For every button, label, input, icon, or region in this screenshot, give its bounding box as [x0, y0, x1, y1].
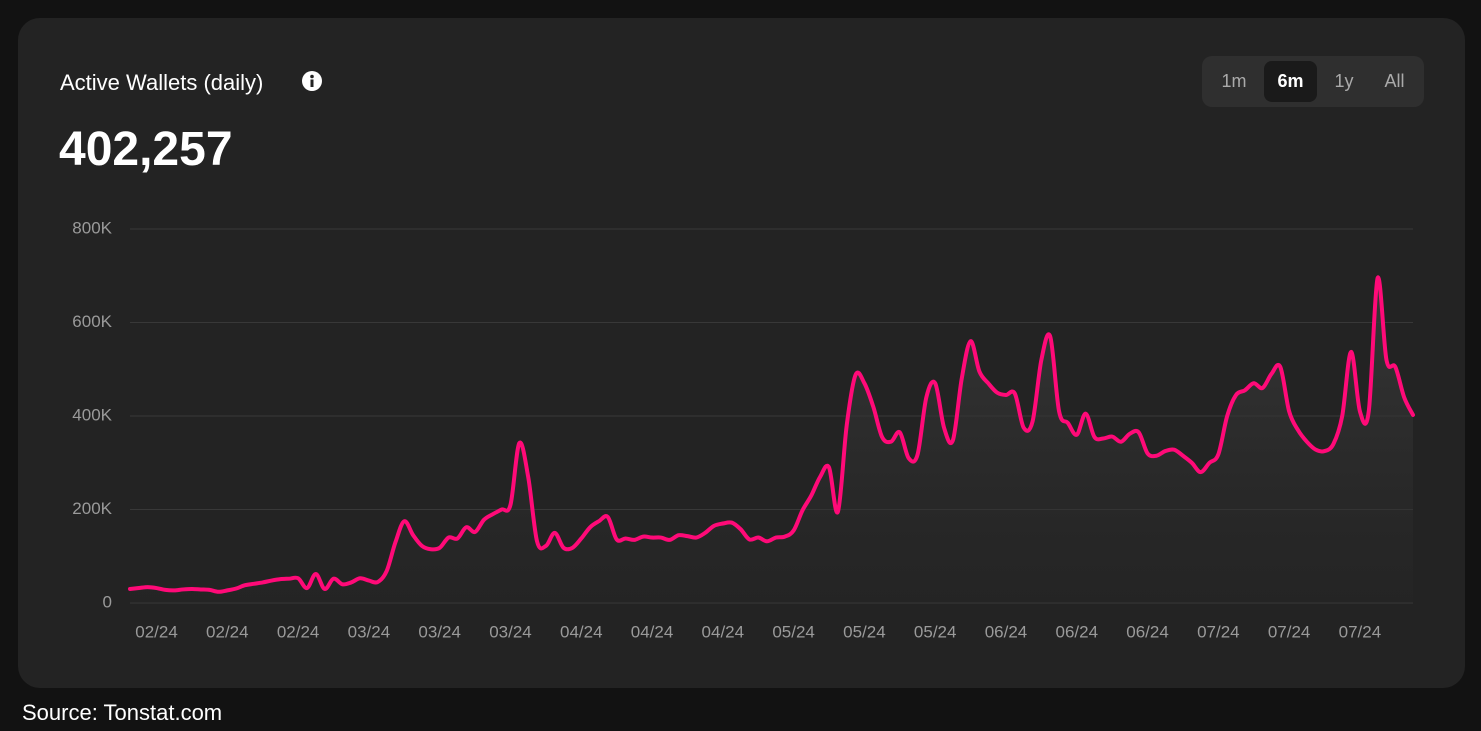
x-tick-label: 06/24 — [1126, 622, 1169, 641]
x-tick-label: 03/24 — [489, 622, 532, 641]
x-tick-label: 07/24 — [1268, 622, 1311, 641]
range-selector: 1m 6m 1y All — [1202, 56, 1424, 107]
y-tick-label: 0 — [103, 592, 112, 611]
range-button[interactable]: 6m — [1264, 61, 1317, 102]
x-tick-label: 05/24 — [843, 622, 886, 641]
area-fill — [130, 277, 1413, 603]
x-tick-label: 03/24 — [348, 622, 391, 641]
info-icon[interactable] — [302, 71, 322, 91]
x-tick-label: 02/24 — [135, 622, 178, 641]
y-tick-label: 400K — [72, 405, 112, 424]
x-tick-label: 07/24 — [1197, 622, 1240, 641]
y-tick-label: 600K — [72, 312, 112, 331]
x-tick-label: 04/24 — [702, 622, 745, 641]
range-button[interactable]: 1m — [1221, 71, 1247, 91]
source-note: Source: Tonstat.com — [22, 700, 223, 725]
x-tick-label: 04/24 — [560, 622, 603, 641]
x-tick-label: 02/24 — [277, 622, 320, 641]
line — [128, 275, 1415, 594]
x-tick-label: 06/24 — [985, 622, 1028, 641]
current-value: 402,257 — [59, 123, 233, 176]
range-button[interactable]: All — [1384, 71, 1405, 91]
y-tick-label: 800K — [72, 218, 112, 237]
x-tick-label: 03/24 — [418, 622, 461, 641]
card-title: Active Wallets (daily) — [60, 70, 264, 95]
x-tick-label: 07/24 — [1339, 622, 1382, 641]
x-tick-label: 02/24 — [206, 622, 249, 641]
y-tick-label: 200K — [72, 499, 112, 518]
x-tick-label: 05/24 — [772, 622, 815, 641]
x-tick-label: 05/24 — [914, 622, 957, 641]
x-tick-label: 04/24 — [631, 622, 674, 641]
range-button[interactable]: 1y — [1334, 71, 1354, 91]
x-tick-label: 06/24 — [1055, 622, 1098, 641]
